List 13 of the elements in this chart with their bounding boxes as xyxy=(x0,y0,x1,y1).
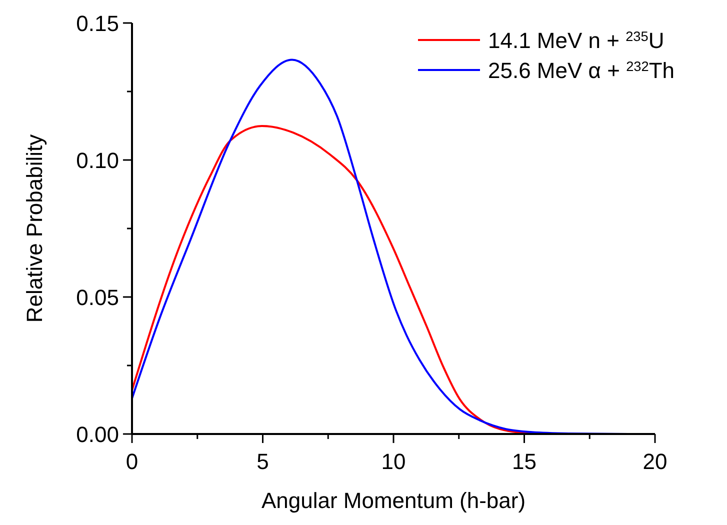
x-tick-label: 15 xyxy=(512,449,536,474)
y-tick-label: 0.15 xyxy=(76,11,119,36)
y-tick-label: 0.10 xyxy=(76,148,119,173)
y-tick-label: 0.05 xyxy=(76,285,119,310)
y-axis-title: Relative Probability xyxy=(22,134,47,323)
legend-label: 25.6 MeV α + $^{232}$Th xyxy=(488,58,674,83)
y-tick-label: 0.00 xyxy=(76,422,119,447)
legend-label: 14.1 MeV n + $^{235}$U xyxy=(488,28,664,53)
x-tick-label: 5 xyxy=(256,449,269,474)
x-tick-label: 10 xyxy=(381,449,406,474)
x-tick-label: 20 xyxy=(642,449,668,474)
x-axis-title: Angular Momentum (h-bar) xyxy=(261,488,526,513)
x-tick-label: 0 xyxy=(126,449,138,474)
